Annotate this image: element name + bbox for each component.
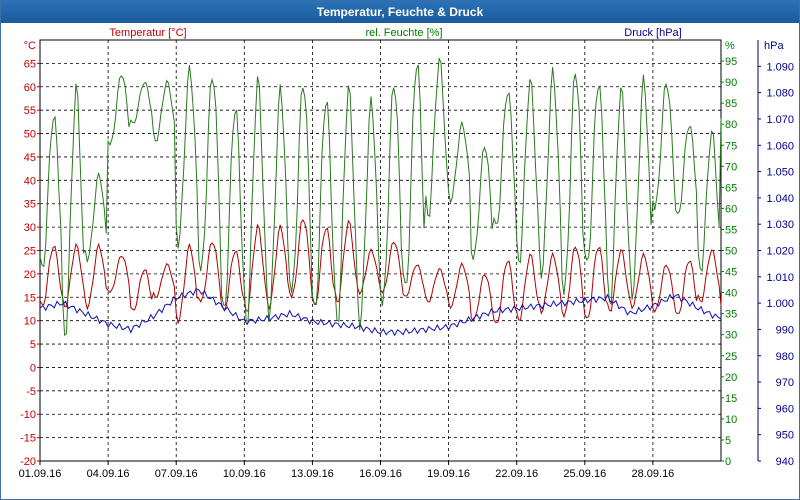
grid bbox=[40, 40, 721, 461]
humidity-tick-label: 0 bbox=[725, 456, 731, 468]
x-tick-label: 22.09.16 bbox=[495, 468, 538, 480]
humidity-tick-label: 5 bbox=[725, 435, 731, 447]
humidity-axis-title: rel. Feuchte [%] bbox=[365, 27, 442, 39]
temperature-unit: °C bbox=[24, 40, 36, 52]
humidity-series-line bbox=[39, 58, 722, 337]
humidity-tick-label: 25 bbox=[725, 351, 737, 363]
temperature-axis-title: Temperatur [°C] bbox=[109, 27, 186, 39]
temperature-tick-label: -15 bbox=[20, 433, 36, 445]
pressure-tick-label: 950 bbox=[776, 430, 794, 442]
temperature-tick-label: -20 bbox=[20, 456, 36, 468]
temperature-tick-label: 60 bbox=[24, 82, 36, 94]
humidity-tick-label: 50 bbox=[725, 246, 737, 258]
window-title: Temperatur, Feuchte & Druck bbox=[1, 1, 799, 23]
pressure-series-line bbox=[39, 287, 722, 337]
temperature-axis: -20 -15 -10 -5 0 5 10 15 20 25 30 35 40 45 50 55 60 65 bbox=[20, 58, 40, 468]
temperature-tick-label: 0 bbox=[30, 362, 36, 374]
temperature-tick-label: 35 bbox=[24, 199, 36, 211]
humidity-tick-label: 10 bbox=[725, 414, 737, 426]
pressure-tick-label: 1.020 bbox=[766, 246, 794, 258]
humidity-tick-label: 35 bbox=[725, 309, 737, 321]
temperature-tick-label: -5 bbox=[26, 386, 36, 398]
pressure-axis: 940 950 960 970 980 990 1.000 1.010 1.020 1.030 1.… bbox=[757, 40, 794, 468]
humidity-tick-label: 65 bbox=[725, 182, 737, 194]
temperature-tick-label: 40 bbox=[24, 175, 36, 187]
humidity-tick-label: 70 bbox=[725, 161, 737, 173]
humidity-tick-label: 40 bbox=[725, 288, 737, 300]
humidity-tick-label: 30 bbox=[725, 330, 737, 342]
pressure-tick-label: 1.030 bbox=[766, 219, 794, 231]
pressure-tick-label: 1.090 bbox=[766, 61, 794, 73]
humidity-axis: 0 5 10 15 20 25 30 35 40 45 50 55 60 65 70 75 80 85 90 95 bbox=[721, 56, 737, 468]
temperature-tick-label: 25 bbox=[24, 246, 36, 258]
humidity-tick-label: 85 bbox=[725, 98, 737, 110]
x-tick-label: 04.09.16 bbox=[87, 468, 130, 480]
pressure-tick-label: 980 bbox=[776, 351, 794, 363]
temperature-tick-label: 30 bbox=[24, 222, 36, 234]
pressure-axis-title: Druck [hPa] bbox=[624, 27, 681, 39]
x-tick-label: 10.09.16 bbox=[223, 468, 266, 480]
pressure-tick-label: 960 bbox=[776, 403, 794, 415]
chart: Temperatur [°C] rel. Feuchte [%] Druck [… bbox=[19, 27, 794, 480]
x-tick-label: 25.09.16 bbox=[563, 468, 606, 480]
pressure-tick-label: 990 bbox=[776, 324, 794, 336]
series-layer bbox=[39, 58, 722, 337]
x-tick-label: 07.09.16 bbox=[155, 468, 198, 480]
humidity-tick-label: 80 bbox=[725, 119, 737, 131]
humidity-tick-label: 90 bbox=[725, 77, 737, 89]
pressure-tick-label: 1.000 bbox=[766, 298, 794, 310]
temperature-tick-label: 45 bbox=[24, 152, 36, 164]
temperature-tick-label: 50 bbox=[24, 129, 36, 141]
pressure-tick-label: 1.080 bbox=[766, 88, 794, 100]
temperature-tick-label: 65 bbox=[24, 58, 36, 70]
pressure-unit: hPa bbox=[764, 40, 784, 52]
pressure-tick-label: 1.040 bbox=[766, 193, 794, 205]
temperature-tick-label: 20 bbox=[24, 269, 36, 281]
pressure-tick-label: 940 bbox=[776, 456, 794, 468]
humidity-tick-label: 15 bbox=[725, 393, 737, 405]
pressure-tick-label: 970 bbox=[776, 377, 794, 389]
temperature-tick-label: -10 bbox=[20, 409, 36, 421]
x-axis: 01.09.16 04.09.16 07.09.16 10.09.16 13.09.16… bbox=[19, 461, 674, 480]
x-tick-label: 01.09.16 bbox=[19, 468, 62, 480]
humidity-tick-label: 20 bbox=[725, 372, 737, 384]
humidity-tick-label: 45 bbox=[725, 267, 737, 279]
pressure-tick-label: 1.050 bbox=[766, 167, 794, 179]
x-tick-label: 19.09.16 bbox=[427, 468, 470, 480]
pressure-tick-label: 1.010 bbox=[766, 272, 794, 284]
humidity-tick-label: 95 bbox=[725, 56, 737, 68]
x-tick-label: 16.09.16 bbox=[359, 468, 402, 480]
temperature-tick-label: 5 bbox=[30, 339, 36, 351]
humidity-unit: % bbox=[725, 40, 735, 52]
x-tick-label: 28.09.16 bbox=[631, 468, 674, 480]
humidity-tick-label: 75 bbox=[725, 140, 737, 152]
pressure-tick-label: 1.060 bbox=[766, 140, 794, 152]
temperature-tick-label: 10 bbox=[24, 316, 36, 328]
temperature-tick-label: 55 bbox=[24, 105, 36, 117]
pressure-tick-label: 1.070 bbox=[766, 114, 794, 126]
temperature-tick-label: 15 bbox=[24, 292, 36, 304]
humidity-tick-label: 60 bbox=[725, 203, 737, 215]
x-tick-label: 13.09.16 bbox=[291, 468, 334, 480]
humidity-tick-label: 55 bbox=[725, 224, 737, 236]
